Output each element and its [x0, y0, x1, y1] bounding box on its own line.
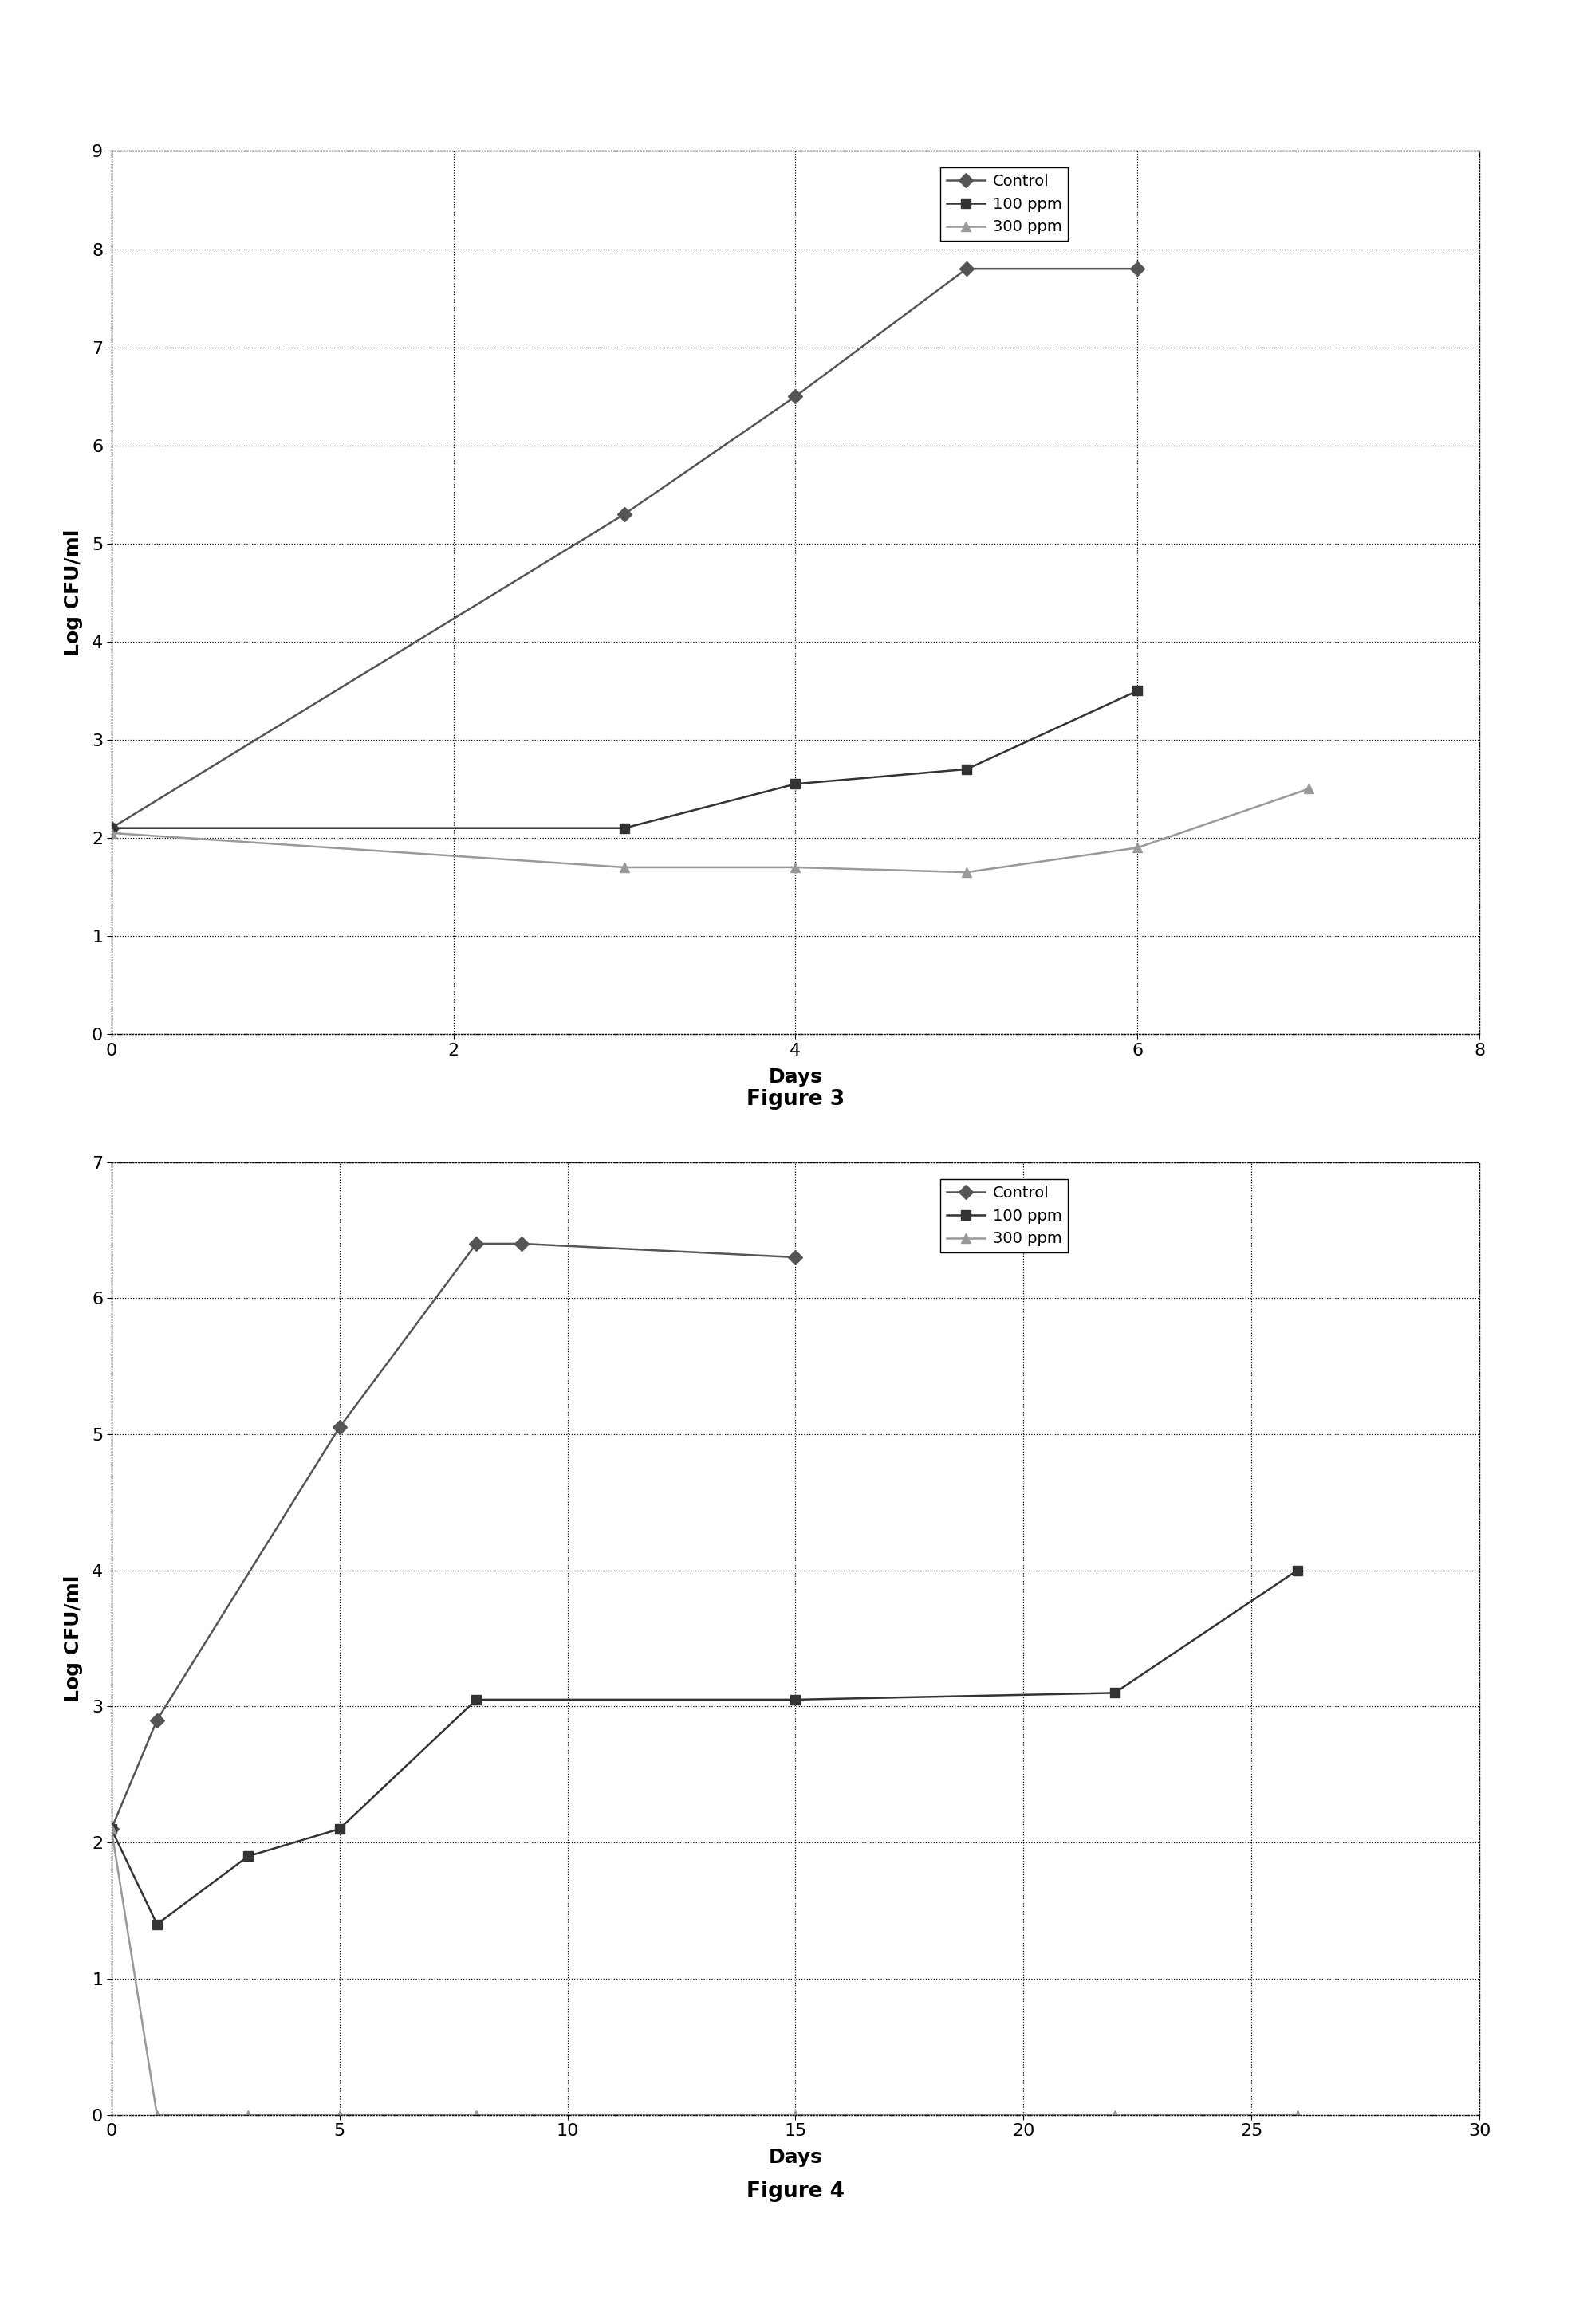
- 100 ppm: [239, 1843, 258, 1871]
- Text: Figure 3: Figure 3: [746, 1090, 845, 1109]
- 100 ppm: [786, 1685, 805, 1713]
- Y-axis label: Log CFU/ml: Log CFU/ml: [64, 1576, 83, 1701]
- X-axis label: Days: Days: [768, 1067, 823, 1085]
- 100 ppm: [466, 1685, 485, 1713]
- Line: Control: Control: [107, 265, 1142, 832]
- 300 ppm: [1128, 834, 1147, 862]
- 100 ppm: [102, 813, 121, 841]
- Text: Figure 4: Figure 4: [746, 2182, 845, 2201]
- Control: [786, 383, 805, 411]
- 300 ppm: [786, 2101, 805, 2129]
- 300 ppm: [102, 1815, 121, 1843]
- 100 ppm: [1128, 676, 1147, 704]
- X-axis label: Days: Days: [768, 2147, 823, 2166]
- Control: [614, 500, 633, 528]
- Legend: Control, 100 ppm, 300 ppm: Control, 100 ppm, 300 ppm: [940, 167, 1068, 242]
- 300 ppm: [786, 853, 805, 881]
- 300 ppm: [1287, 2101, 1306, 2129]
- 100 ppm: [614, 813, 633, 841]
- 100 ppm: [1106, 1678, 1125, 1706]
- Line: 300 ppm: 300 ppm: [107, 1824, 1301, 2119]
- 300 ppm: [958, 858, 977, 885]
- Line: 100 ppm: 100 ppm: [107, 686, 1142, 832]
- 100 ppm: [148, 1910, 167, 1938]
- Legend: Control, 100 ppm, 300 ppm: Control, 100 ppm, 300 ppm: [940, 1178, 1068, 1253]
- 300 ppm: [466, 2101, 485, 2129]
- 300 ppm: [329, 2101, 348, 2129]
- Line: Control: Control: [107, 1239, 800, 1834]
- 300 ppm: [239, 2101, 258, 2129]
- Control: [102, 1815, 121, 1843]
- 300 ppm: [1106, 2101, 1125, 2129]
- 100 ppm: [1287, 1557, 1306, 1585]
- Control: [329, 1413, 348, 1441]
- Control: [512, 1229, 531, 1257]
- Y-axis label: Log CFU/ml: Log CFU/ml: [64, 530, 83, 655]
- Control: [466, 1229, 485, 1257]
- 300 ppm: [102, 818, 121, 846]
- 100 ppm: [329, 1815, 348, 1843]
- 300 ppm: [148, 2101, 167, 2129]
- 300 ppm: [1298, 774, 1317, 802]
- Line: 300 ppm: 300 ppm: [107, 783, 1314, 876]
- Control: [102, 813, 121, 841]
- 100 ppm: [786, 769, 805, 797]
- 300 ppm: [614, 853, 633, 881]
- Line: 100 ppm: 100 ppm: [107, 1566, 1301, 1929]
- Control: [786, 1243, 805, 1271]
- Control: [148, 1706, 167, 1734]
- Control: [1128, 256, 1147, 284]
- 100 ppm: [102, 1815, 121, 1843]
- 100 ppm: [958, 755, 977, 783]
- Control: [958, 256, 977, 284]
